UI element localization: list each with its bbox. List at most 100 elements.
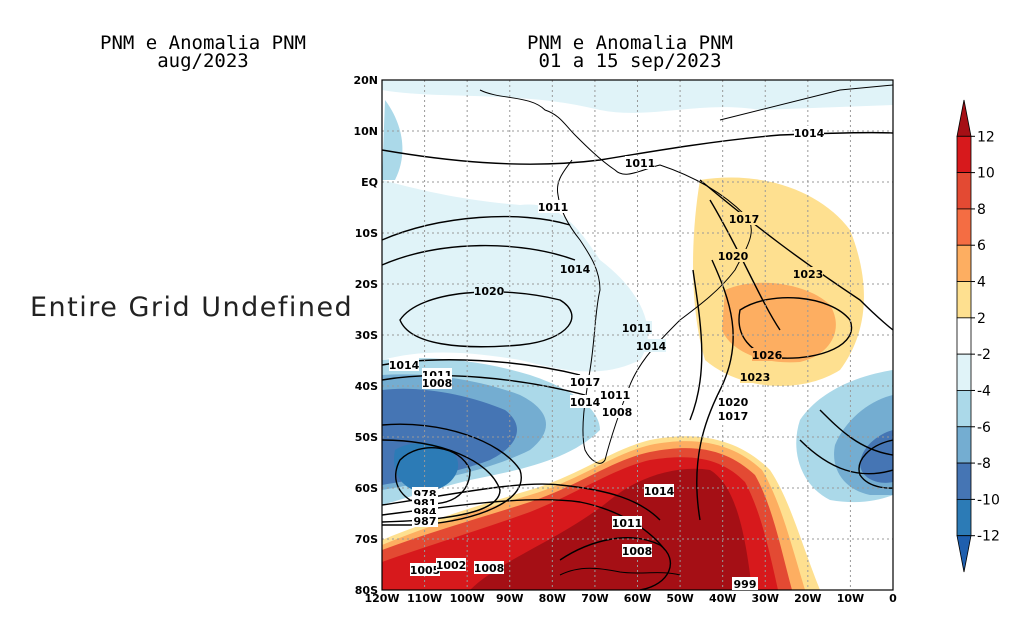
svg-text:1026: 1026 <box>752 349 783 362</box>
contour-label: 1014 <box>794 126 825 140</box>
contour-label: 1014 <box>560 262 591 276</box>
contour-label: 987 <box>412 514 438 528</box>
left-panel-title: PNM e Anomalia PNM aug/2023 <box>78 34 328 72</box>
contour-label: 1008 <box>602 405 632 419</box>
contour-label: 1014 <box>636 339 667 353</box>
colorbar-label: 10 <box>977 166 995 182</box>
undefined-grid-message: Entire Grid Undefined <box>30 292 354 323</box>
contour-label: 1020 <box>718 249 749 263</box>
svg-text:1011: 1011 <box>625 157 656 170</box>
lat-tick-label: 50S <box>355 431 378 444</box>
right-title-line2: 01 a 15 sep/2023 <box>538 50 722 72</box>
contour-label: 1011 <box>625 156 656 170</box>
contour-label: 1008 <box>422 376 452 390</box>
contour-label: 1017 <box>729 212 760 226</box>
colorbar-label: -2 <box>977 347 991 363</box>
contour-label: 1011 <box>622 321 653 335</box>
lon-tick-label: 110W <box>407 592 442 605</box>
svg-text:1017: 1017 <box>718 410 749 423</box>
colorbar-swatch <box>956 135 972 174</box>
svg-text:1014: 1014 <box>794 127 825 140</box>
svg-text:1002: 1002 <box>436 559 467 572</box>
colorbar-label: 2 <box>977 311 986 327</box>
svg-text:1014: 1014 <box>636 340 667 353</box>
contour-label: 1011 <box>538 200 569 214</box>
svg-text:1017: 1017 <box>570 376 601 389</box>
colorbar-swatch <box>956 390 972 428</box>
lon-tick-label: 70W <box>581 592 608 605</box>
svg-text:1017: 1017 <box>729 213 760 226</box>
contour-label: 1002 <box>436 558 467 572</box>
colorbar-swatch <box>956 426 972 464</box>
colorbar: 12 10 8 6 4 2 -2 -4 -6 -8 -10 -12 <box>956 99 1000 573</box>
svg-text:1005: 1005 <box>410 564 441 577</box>
contour-label: 999 <box>732 577 758 591</box>
svg-text:987: 987 <box>414 515 437 528</box>
svg-text:1014: 1014 <box>570 396 601 409</box>
lon-tick-label: 90W <box>496 592 523 605</box>
contour-label: 1017 <box>570 375 601 389</box>
svg-text:1023: 1023 <box>740 371 771 384</box>
lat-tick-label: EQ <box>361 176 378 189</box>
lon-tick-label: 60W <box>624 592 651 605</box>
colorbar-swatch <box>956 99 972 137</box>
colorbar-swatch <box>956 535 972 573</box>
colorbar-label: 8 <box>977 202 986 218</box>
colorbar-swatch <box>956 281 972 319</box>
colorbar-label: 6 <box>977 238 986 254</box>
contour-label: 1011 <box>600 388 631 402</box>
contour-label: 1005 <box>410 563 441 577</box>
lat-tick-label: 20S <box>355 278 378 291</box>
svg-text:1008: 1008 <box>474 562 505 575</box>
left-title-line2: aug/2023 <box>157 50 249 72</box>
contour-label: 1014 <box>644 484 675 498</box>
colorbar-label: -8 <box>977 456 991 472</box>
svg-text:1011: 1011 <box>538 201 569 214</box>
svg-text:999: 999 <box>734 578 757 591</box>
svg-text:1008: 1008 <box>622 545 653 558</box>
pressure-contours <box>382 131 893 590</box>
lat-tick-label: 40S <box>355 380 378 393</box>
map-grid <box>382 80 893 590</box>
lon-tick-label: 80W <box>539 592 566 605</box>
svg-text:1023: 1023 <box>793 268 824 281</box>
svg-text:1014: 1014 <box>644 485 675 498</box>
svg-text:1011: 1011 <box>622 322 653 335</box>
contour-label: 1023 <box>793 267 824 281</box>
lat-tick-label: 30S <box>355 329 378 342</box>
contour-label: 1017 <box>718 409 749 423</box>
lon-axis: 120W 110W 100W 90W 80W 70W 60W 50W 40W 30W 20W 10W 0 <box>364 592 897 605</box>
lat-tick-label: 10N <box>353 125 378 138</box>
colorbar-label: 4 <box>977 275 986 291</box>
contour-label: 1023 <box>740 370 771 384</box>
colorbar-swatch <box>956 172 972 210</box>
svg-text:1014: 1014 <box>560 263 591 276</box>
lon-tick-label: 20W <box>794 592 821 605</box>
contour-label: 1020 <box>718 395 749 409</box>
contour-label: 1008 <box>474 561 505 575</box>
lon-tick-label: 0 <box>889 592 897 605</box>
colorbar-swatch <box>956 498 972 537</box>
lon-tick-label: 100W <box>450 592 485 605</box>
contour-label: 1011 <box>612 516 642 530</box>
colorbar-swatch <box>956 462 972 500</box>
contour-label: 1020 <box>474 284 505 298</box>
lat-tick-label: 60S <box>355 482 378 495</box>
contour-label: 1014 <box>570 395 601 409</box>
lon-tick-label: 30W <box>752 592 779 605</box>
lon-tick-label: 40W <box>709 592 736 605</box>
lat-tick-label: 20N <box>353 74 378 87</box>
svg-text:1011: 1011 <box>600 389 631 402</box>
colorbar-label: -10 <box>977 492 1000 508</box>
lat-tick-label: 10S <box>355 227 378 240</box>
contour-label: 1014 <box>389 358 420 372</box>
svg-text:1020: 1020 <box>718 250 749 263</box>
contour-label: 1026 <box>752 348 783 362</box>
right-panel-title: PNM e Anomalia PNM 01 a 15 sep/2023 <box>440 34 820 72</box>
lat-tick-label: 70S <box>355 533 378 546</box>
colorbar-label: -4 <box>977 383 991 399</box>
colorbar-swatch <box>956 208 972 246</box>
colorbar-label: -12 <box>977 529 1000 545</box>
lon-tick-label: 120W <box>364 592 399 605</box>
colorbar-label: -6 <box>977 420 991 436</box>
